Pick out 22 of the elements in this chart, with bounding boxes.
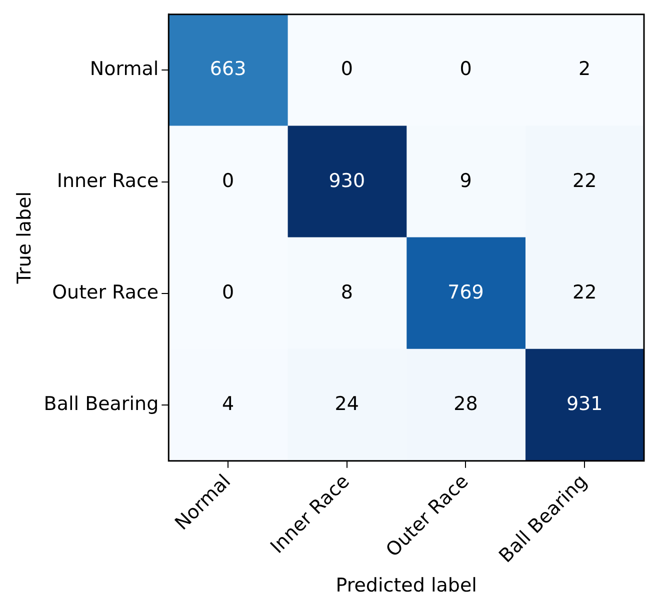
- data-label: 9: [460, 170, 472, 192]
- y-tick-label: Ball Bearing: [44, 393, 159, 416]
- data-label: 0: [340, 58, 353, 80]
- data-label: 4: [222, 393, 234, 416]
- data-label: 28: [454, 393, 478, 416]
- data-label: 0: [460, 58, 472, 80]
- data-label: 769: [448, 281, 484, 304]
- y-axis-title: True label: [13, 191, 36, 285]
- data-label: 22: [572, 170, 597, 192]
- data-label: 663: [210, 58, 246, 80]
- data-label: 22: [572, 281, 597, 304]
- data-label: 931: [566, 393, 603, 416]
- data-label: 24: [334, 393, 359, 416]
- data-label: 2: [578, 58, 591, 80]
- x-axis-title: Predicted label: [336, 574, 477, 597]
- y-tick-label: Inner Race: [56, 170, 159, 192]
- data-label: 0: [222, 170, 234, 192]
- data-label: 930: [328, 170, 366, 192]
- data-label: 0: [222, 281, 234, 304]
- y-tick-label: Normal: [90, 58, 159, 80]
- data-label: 8: [340, 281, 353, 304]
- y-tick-label: Outer Race: [52, 281, 159, 304]
